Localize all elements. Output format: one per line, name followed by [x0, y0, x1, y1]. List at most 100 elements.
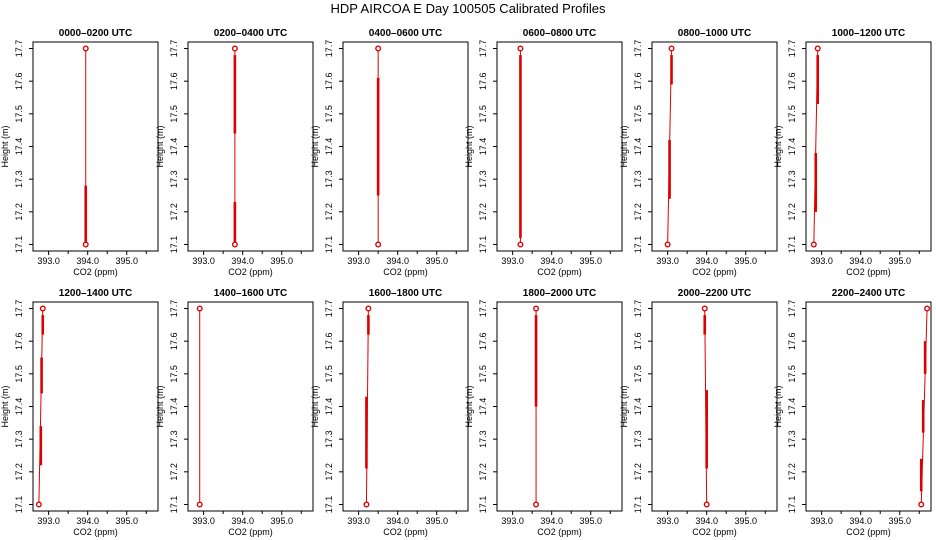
y-tick-label: 17.3: [169, 170, 179, 188]
y-tick-label: 17.7: [787, 300, 797, 318]
y-tick-label: 17.7: [14, 40, 24, 58]
y-tick-label: 17.5: [478, 365, 488, 383]
x-tick-label: 395.0: [270, 516, 293, 526]
figure-title: HDP AIRCOA E Day 100505 Calibrated Profi…: [330, 1, 606, 16]
y-tick-label: 17.3: [633, 170, 643, 188]
y-tick-label: 17.5: [633, 365, 643, 383]
y-tick-label: 17.3: [169, 430, 179, 448]
inlet-point: [814, 45, 821, 52]
x-tick-label: 395.0: [734, 516, 757, 526]
y-tick-label: 17.7: [14, 300, 24, 318]
inlet-point: [533, 305, 540, 312]
y-tick-label: 17.5: [324, 365, 334, 383]
inlet-point: [231, 241, 238, 248]
inlet-point: [701, 305, 708, 312]
plot-frame: [342, 301, 469, 512]
y-tick-label: 17.5: [14, 365, 24, 383]
panel-title: 1000–1200 UTC: [832, 28, 905, 39]
x-tick-label: 393.0: [656, 256, 679, 266]
y-tick-label: 17.5: [787, 105, 797, 123]
y-tick-label: 17.2: [787, 203, 797, 221]
y-tick-label: 17.7: [787, 40, 797, 58]
inlet-point: [82, 241, 89, 248]
y-tick-label: 17.1: [787, 496, 797, 514]
y-tick-label: 17.7: [324, 300, 334, 318]
inlet-point: [517, 45, 524, 52]
y-tick-label: 17.6: [14, 332, 24, 350]
plot-frame: [805, 301, 932, 512]
y-tick-label: 17.4: [478, 138, 488, 156]
y-tick-label: 17.1: [633, 496, 643, 514]
panel-title: 0200–0400 UTC: [214, 28, 287, 39]
y-tick-label: 17.2: [324, 203, 334, 221]
x-tick-label: 393.0: [501, 256, 524, 266]
x-tick-label: 395.0: [115, 516, 138, 526]
x-tick-label: 394.0: [386, 516, 409, 526]
inlet-point: [664, 241, 671, 248]
y-tick-label: 17.6: [478, 72, 488, 90]
inlet-point: [231, 45, 238, 52]
x-axis-label: CO2 (ppm): [73, 267, 118, 277]
y-tick-label: 17.7: [633, 40, 643, 58]
y-tick-label: 17.4: [787, 138, 797, 156]
y-tick-label: 17.7: [478, 40, 488, 58]
x-tick-label: 395.0: [579, 256, 602, 266]
y-tick-label: 17.3: [14, 430, 24, 448]
y-tick-label: 17.1: [478, 236, 488, 254]
x-tick-label: 393.0: [192, 516, 215, 526]
x-tick-label: 394.0: [849, 516, 872, 526]
x-tick-label: 395.0: [270, 256, 293, 266]
inlet-point: [82, 45, 89, 52]
plot-frame: [187, 41, 314, 252]
plot-frame: [187, 301, 314, 512]
panel-title: 0400–0600 UTC: [369, 28, 442, 39]
x-tick-label: 394.0: [540, 256, 563, 266]
y-tick-label: 17.6: [633, 72, 643, 90]
y-tick-label: 17.1: [169, 236, 179, 254]
inlet-point: [196, 305, 203, 312]
y-tick-label: 17.2: [14, 463, 24, 481]
x-axis-label: CO2 (ppm): [846, 267, 891, 277]
y-tick-label: 17.4: [324, 398, 334, 416]
y-axis-label: Height (m): [464, 385, 474, 427]
y-tick-label: 17.4: [169, 398, 179, 416]
panel-title: 0600–0800 UTC: [523, 28, 596, 39]
y-tick-label: 17.6: [169, 72, 179, 90]
x-tick-label: 393.0: [37, 256, 60, 266]
inlet-point: [810, 241, 817, 248]
x-axis-label: CO2 (ppm): [73, 527, 118, 537]
y-tick-label: 17.1: [14, 496, 24, 514]
profile-line: [38, 308, 44, 505]
x-tick-label: 393.0: [656, 516, 679, 526]
plot-frame: [32, 301, 159, 512]
y-tick-label: 17.6: [787, 332, 797, 350]
panel-title: 0800–1000 UTC: [678, 28, 751, 39]
x-axis-label: CO2 (ppm): [692, 267, 737, 277]
x-tick-label: 395.0: [734, 256, 757, 266]
y-tick-label: 17.1: [324, 496, 334, 514]
panel-title: 1400–1600 UTC: [214, 288, 287, 299]
x-tick-label: 395.0: [579, 516, 602, 526]
y-tick-label: 17.2: [478, 203, 488, 221]
y-tick-label: 17.2: [169, 203, 179, 221]
y-tick-label: 17.5: [633, 105, 643, 123]
y-tick-label: 17.5: [169, 365, 179, 383]
inlet-point: [375, 45, 382, 52]
x-tick-label: 393.0: [810, 256, 833, 266]
inlet-point: [668, 45, 675, 52]
y-tick-label: 17.2: [478, 463, 488, 481]
plot-frame: [32, 41, 159, 252]
x-axis-label: CO2 (ppm): [228, 267, 273, 277]
y-axis-label: Height (m): [155, 385, 165, 427]
y-tick-label: 17.7: [169, 40, 179, 58]
y-tick-label: 17.1: [478, 496, 488, 514]
plot-frame: [496, 41, 623, 252]
y-tick-label: 17.1: [633, 236, 643, 254]
inlet-point: [35, 501, 42, 508]
